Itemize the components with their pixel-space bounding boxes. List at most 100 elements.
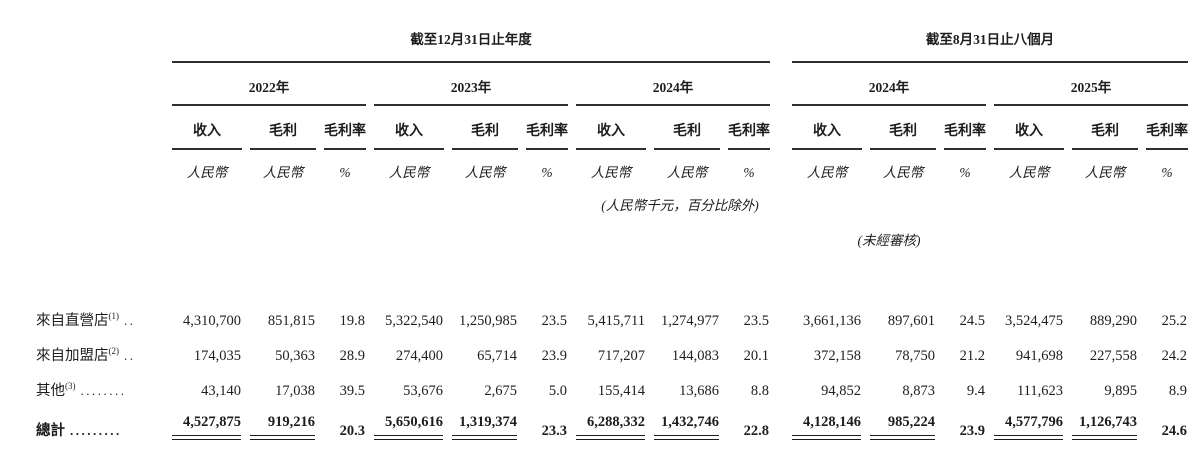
cell-gross-profit: 78,750 xyxy=(895,348,935,364)
cell-revenue: 5,415,711 xyxy=(587,313,645,329)
column-header-row: 收入 毛利 毛利率 收入 毛利 毛利率 收入 毛利 毛利率 收入 毛利 毛利率 … xyxy=(32,106,1188,150)
total-cell-gross-margin: 22.8 xyxy=(743,423,769,439)
units-note-row: (人民幣千元，百分比除外) xyxy=(32,181,1188,214)
cell-gross-profit: 13,686 xyxy=(679,383,719,399)
col-header-revenue: 收入 xyxy=(792,106,862,150)
double-rule xyxy=(994,435,1063,440)
col-header-gross-profit: 毛利 xyxy=(654,106,720,150)
total-cell-gross-profit: 1,126,743 xyxy=(1072,404,1138,444)
total-cell-gross-margin: 20.3 xyxy=(339,423,365,439)
unit-percent: % xyxy=(1161,165,1173,180)
cell-gross-profit: 1,250,985 xyxy=(459,313,517,329)
cell-revenue: 5,322,540 xyxy=(385,313,443,329)
table-row-total: 總計......... 4,527,875 919,216 20.3 5,650… xyxy=(32,404,1188,444)
cell-gross-profit: 144,083 xyxy=(671,348,719,364)
unaudited-note: (未經審核) xyxy=(857,233,921,248)
col-header-revenue: 收入 xyxy=(576,106,646,150)
dot-leader: ......... xyxy=(70,423,122,438)
year-header-2025-8m: 2025年 xyxy=(994,63,1188,106)
col-header-gross-margin: 毛利率 xyxy=(1146,106,1188,150)
unit-rmb: 人民幣 xyxy=(186,165,228,180)
segment-revenue-table: 截至12月31日止年度 截至8月31日止八個月 2022年 2023年 2024… xyxy=(24,28,1196,444)
cell-gross-profit: 65,714 xyxy=(477,348,517,364)
total-cell-revenue: 4,527,875 xyxy=(172,404,242,444)
cell-gross-profit: 9,895 xyxy=(1104,383,1137,399)
double-rule xyxy=(250,435,315,440)
group-gap xyxy=(778,28,784,63)
col-header-gross-margin: 毛利率 xyxy=(728,106,770,150)
double-rule xyxy=(870,435,935,440)
total-cell-revenue: 6,288,332 xyxy=(576,404,646,444)
dot-leader: .. xyxy=(124,313,136,328)
unit-percent: % xyxy=(339,165,351,180)
col-header-gross-margin: 毛利率 xyxy=(526,106,568,150)
cell-gross-margin: 8.9 xyxy=(1168,383,1187,399)
financial-table-sheet: 截至12月31日止年度 截至8月31日止八個月 2022年 2023年 2024… xyxy=(24,28,1196,444)
table-row-self-operated: 來自直營店(1).. 4,310,700 851,815 19.8 5,322,… xyxy=(32,299,1188,334)
cell-revenue: 3,524,475 xyxy=(1005,313,1063,329)
period-group-header-row: 截至12月31日止年度 截至8月31日止八個月 xyxy=(32,28,1188,63)
cell-gross-profit: 889,290 xyxy=(1089,313,1137,329)
total-cell-gross-profit: 919,216 xyxy=(250,404,316,444)
cell-revenue: 274,400 xyxy=(395,348,443,364)
year-header-2024: 2024年 xyxy=(576,63,770,106)
total-cell-gross-profit: 985,224 xyxy=(870,404,936,444)
unit-percent: % xyxy=(541,165,553,180)
total-cell-revenue: 4,577,796 xyxy=(994,404,1064,444)
cell-revenue: 717,207 xyxy=(597,348,645,364)
cell-revenue: 53,676 xyxy=(403,383,443,399)
label-col-spacer xyxy=(32,28,164,63)
unaudited-note-row: (未經審核) xyxy=(32,214,1188,249)
cell-revenue: 4,310,700 xyxy=(183,313,241,329)
total-cell-revenue: 4,128,146 xyxy=(792,404,862,444)
cell-revenue: 111,623 xyxy=(1016,383,1063,399)
row-label: 其他(3)........ xyxy=(36,381,127,399)
cell-revenue: 43,140 xyxy=(201,383,241,399)
cell-gross-profit: 897,601 xyxy=(887,313,935,329)
cell-gross-margin: 28.9 xyxy=(339,348,365,364)
col-header-revenue: 收入 xyxy=(994,106,1064,150)
total-cell-gross-profit: 1,432,746 xyxy=(654,404,720,444)
unit-rmb: 人民幣 xyxy=(882,165,924,180)
cell-gross-margin: 20.1 xyxy=(743,348,769,364)
table-row-others: 其他(3)........ 43,140 17,038 39.5 53,676 … xyxy=(32,369,1188,404)
dot-leader: ........ xyxy=(80,383,127,398)
row-label: 來自加盟店(2).. xyxy=(36,346,136,364)
unit-percent: % xyxy=(959,165,971,180)
total-cell-gross-margin: 24.6 xyxy=(1161,423,1187,439)
col-header-revenue: 收入 xyxy=(374,106,444,150)
units-row: 人民幣 人民幣 % 人民幣 人民幣 % 人民幣 人民幣 % 人民幣 人民幣 % … xyxy=(32,150,1188,181)
table-row-franchised: 來自加盟店(2).. 174,035 50,363 28.9 274,400 6… xyxy=(32,334,1188,369)
unit-rmb: 人民幣 xyxy=(388,165,430,180)
group-header-year-ended: 截至12月31日止年度 xyxy=(172,28,770,63)
cell-gross-profit: 8,873 xyxy=(902,383,935,399)
cell-gross-margin: 5.0 xyxy=(548,383,567,399)
cell-gross-margin: 23.5 xyxy=(541,313,567,329)
row-label: 來自直營店(1).. xyxy=(36,311,136,329)
col-header-gross-profit: 毛利 xyxy=(870,106,936,150)
unit-rmb: 人民幣 xyxy=(806,165,848,180)
total-cell-gross-profit: 1,319,374 xyxy=(452,404,518,444)
cell-gross-margin: 39.5 xyxy=(339,383,365,399)
cell-gross-margin: 21.2 xyxy=(959,348,985,364)
cell-revenue: 3,661,136 xyxy=(803,313,861,329)
cell-revenue: 372,158 xyxy=(813,348,861,364)
unit-rmb: 人民幣 xyxy=(666,165,708,180)
total-cell-revenue: 5,650,616 xyxy=(374,404,444,444)
double-rule xyxy=(1072,435,1137,440)
footnote-marker: (1) xyxy=(108,311,120,322)
cell-gross-profit: 851,815 xyxy=(267,313,315,329)
unit-rmb: 人民幣 xyxy=(590,165,632,180)
cell-gross-profit: 50,363 xyxy=(275,348,315,364)
double-rule xyxy=(374,435,443,440)
cell-revenue: 941,698 xyxy=(1015,348,1063,364)
cell-gross-margin: 19.8 xyxy=(339,313,365,329)
total-cell-gross-margin: 23.9 xyxy=(959,423,985,439)
cell-revenue: 155,414 xyxy=(597,383,645,399)
group-header-eight-months: 截至8月31日止八個月 xyxy=(792,28,1188,63)
col-header-gross-margin: 毛利率 xyxy=(944,106,986,150)
double-rule xyxy=(576,435,645,440)
cell-gross-margin: 24.5 xyxy=(959,313,985,329)
total-cell-gross-margin: 23.3 xyxy=(541,423,567,439)
col-header-gross-margin: 毛利率 xyxy=(324,106,366,150)
